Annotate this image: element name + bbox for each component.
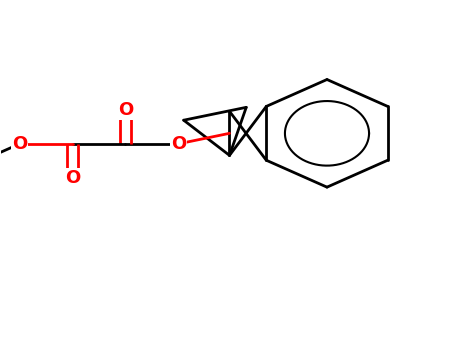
Text: O: O (65, 169, 80, 187)
Text: O: O (118, 101, 133, 119)
Text: O: O (171, 135, 186, 153)
Text: O: O (12, 135, 27, 153)
